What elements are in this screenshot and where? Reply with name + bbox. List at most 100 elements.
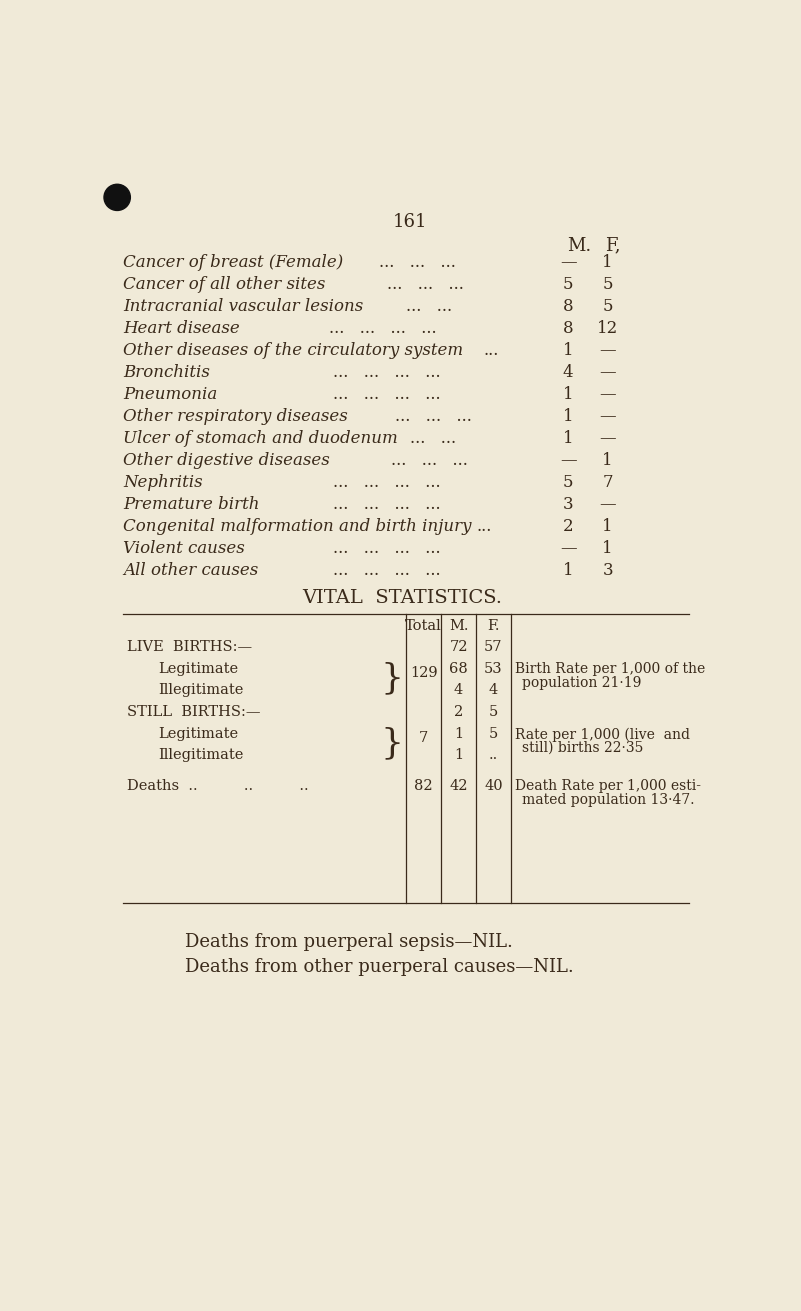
Text: 2: 2	[454, 705, 463, 718]
Text: Other digestive diseases: Other digestive diseases	[123, 452, 330, 469]
Text: 161: 161	[392, 212, 428, 231]
Text: 1: 1	[454, 747, 463, 762]
Text: —: —	[599, 430, 616, 447]
Text: population 21·19: population 21·19	[522, 676, 642, 691]
Text: mated population 13·47.: mated population 13·47.	[522, 793, 695, 808]
Text: M.: M.	[449, 619, 469, 632]
Text: }: }	[381, 726, 404, 760]
Text: 1: 1	[602, 452, 613, 469]
Text: 3: 3	[602, 561, 613, 578]
Text: 4: 4	[489, 683, 498, 697]
Text: Intracranial vascular lesions: Intracranial vascular lesions	[123, 298, 364, 315]
Text: Cancer of all other sites: Cancer of all other sites	[123, 277, 326, 294]
Text: 5: 5	[563, 473, 574, 490]
Text: —: —	[599, 496, 616, 513]
Text: —: —	[599, 385, 616, 402]
Text: Ulcer of stomach and duodenum: Ulcer of stomach and duodenum	[123, 430, 398, 447]
Text: Death Rate per 1,000 esti-: Death Rate per 1,000 esti-	[515, 780, 701, 793]
Text: ..: ..	[489, 747, 498, 762]
Text: F,: F,	[606, 236, 621, 254]
Text: 129: 129	[410, 666, 437, 680]
Text: 5: 5	[602, 298, 613, 315]
Text: 1: 1	[602, 254, 613, 271]
Text: Cancer of breast (Female): Cancer of breast (Female)	[123, 254, 344, 271]
Text: ...   ...   ...: ... ... ...	[379, 254, 456, 271]
Text: 2: 2	[563, 518, 574, 535]
Text: Nephritis: Nephritis	[123, 473, 203, 490]
Text: Birth Rate per 1,000 of the: Birth Rate per 1,000 of the	[515, 662, 705, 676]
Text: Congenital malformation and birth injury: Congenital malformation and birth injury	[123, 518, 472, 535]
Text: —: —	[560, 540, 577, 557]
Text: 1: 1	[602, 518, 613, 535]
Text: 53: 53	[484, 662, 503, 676]
Text: ...   ...   ...   ...: ... ... ... ...	[332, 364, 441, 382]
Text: 4: 4	[454, 683, 463, 697]
Text: Heart disease: Heart disease	[123, 320, 240, 337]
Text: Illegitimate: Illegitimate	[159, 683, 244, 697]
Text: 68: 68	[449, 662, 468, 676]
Text: 7: 7	[602, 473, 613, 490]
Text: 8: 8	[563, 298, 574, 315]
Text: ...: ...	[484, 342, 499, 359]
Text: —: —	[599, 342, 616, 359]
Text: 12: 12	[597, 320, 618, 337]
Text: ...   ...   ...   ...: ... ... ... ...	[332, 561, 441, 578]
Text: 42: 42	[449, 780, 468, 793]
Text: ...   ...   ...   ...: ... ... ... ...	[328, 320, 437, 337]
Text: Premature birth: Premature birth	[123, 496, 260, 513]
Text: VITAL  STATISTICS.: VITAL STATISTICS.	[302, 589, 502, 607]
Text: ...   ...   ...   ...: ... ... ... ...	[332, 473, 441, 490]
Text: 1: 1	[454, 728, 463, 741]
Text: ...   ...   ...: ... ... ...	[391, 452, 468, 469]
Text: }: }	[381, 662, 404, 696]
Circle shape	[104, 185, 131, 211]
Text: Other respiratory diseases: Other respiratory diseases	[123, 408, 348, 425]
Text: 1: 1	[563, 430, 574, 447]
Text: Rate per 1,000 (live  and: Rate per 1,000 (live and	[515, 728, 690, 742]
Text: —: —	[560, 254, 577, 271]
Text: 5: 5	[489, 705, 498, 718]
Text: ...   ...   ...: ... ... ...	[387, 277, 464, 294]
Text: 57: 57	[484, 640, 503, 654]
Text: —: —	[599, 364, 616, 382]
Text: ...   ...   ...: ... ... ...	[395, 408, 472, 425]
Text: 4: 4	[563, 364, 574, 382]
Text: Legitimate: Legitimate	[159, 662, 239, 676]
Text: 1: 1	[563, 408, 574, 425]
Text: 72: 72	[449, 640, 468, 654]
Text: 5: 5	[563, 277, 574, 294]
Text: 1: 1	[563, 561, 574, 578]
Text: 5: 5	[602, 277, 613, 294]
Text: still) births 22·35: still) births 22·35	[522, 741, 644, 755]
Text: M.: M.	[567, 236, 591, 254]
Text: —: —	[560, 452, 577, 469]
Text: 40: 40	[484, 780, 503, 793]
Text: Pneumonia: Pneumonia	[123, 385, 218, 402]
Text: 1: 1	[602, 540, 613, 557]
Text: 5: 5	[489, 728, 498, 741]
Text: 1: 1	[563, 342, 574, 359]
Text: 82: 82	[414, 780, 433, 793]
Text: Legitimate: Legitimate	[159, 728, 239, 741]
Text: Other diseases of the circulatory system: Other diseases of the circulatory system	[123, 342, 464, 359]
Text: 1: 1	[563, 385, 574, 402]
Text: ...   ...   ...   ...: ... ... ... ...	[332, 540, 441, 557]
Text: 7: 7	[419, 730, 429, 745]
Text: Illegitimate: Illegitimate	[159, 747, 244, 762]
Text: ...: ...	[476, 518, 491, 535]
Text: ...   ...: ... ...	[406, 298, 453, 315]
Text: All other causes: All other causes	[123, 561, 259, 578]
Text: F.: F.	[487, 619, 500, 632]
Text: ...   ...   ...   ...: ... ... ... ...	[332, 385, 441, 402]
Text: ...   ...   ...   ...: ... ... ... ...	[332, 496, 441, 513]
Text: Total: Total	[405, 619, 442, 632]
Text: Violent causes: Violent causes	[123, 540, 245, 557]
Text: ...   ...: ... ...	[410, 430, 457, 447]
Text: 8: 8	[563, 320, 574, 337]
Text: Deaths  ..          ..          ..: Deaths .. .. ..	[127, 780, 309, 793]
Text: Deaths from other puerperal causes—NIL.: Deaths from other puerperal causes—NIL.	[185, 958, 574, 977]
Text: LIVE  BIRTHS:—: LIVE BIRTHS:—	[127, 640, 252, 654]
Text: 3: 3	[563, 496, 574, 513]
Text: —: —	[599, 408, 616, 425]
Text: Deaths from puerperal sepsis—NIL.: Deaths from puerperal sepsis—NIL.	[185, 933, 513, 952]
